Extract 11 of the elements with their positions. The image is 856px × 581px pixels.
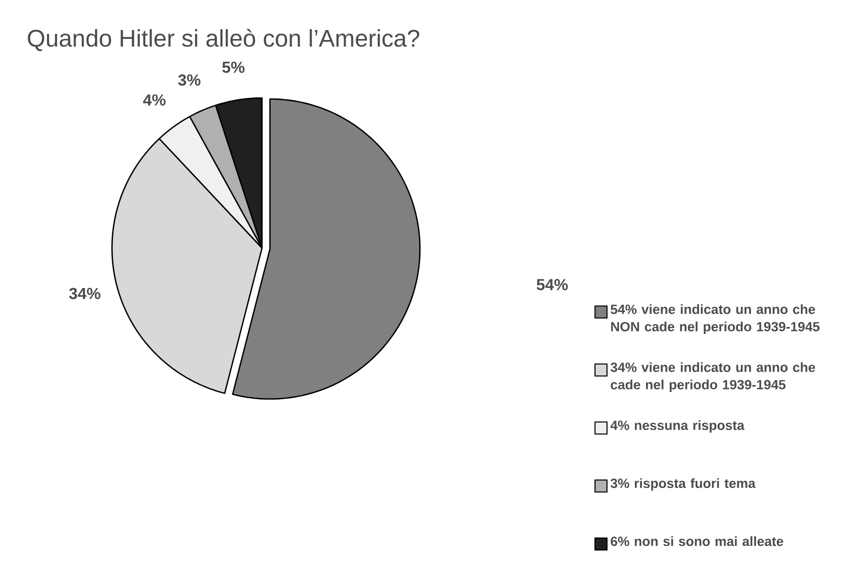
- legend-label: 6% non si sono mai alleate: [610, 536, 784, 546]
- chart-title: Quando Hitler si alleò con l’America?: [28, 28, 420, 52]
- data-label: 5%: [222, 62, 245, 73]
- legend-label: 3% risposta fuori tema: [610, 478, 756, 491]
- data-label: 54%: [536, 279, 568, 290]
- legend-label: 4% nessuna risposta: [610, 420, 744, 433]
- legend-label: 54% viene indicato un anno che NON cade nel periodo 1939-1945: [610, 304, 820, 334]
- data-label: 4%: [143, 94, 166, 106]
- legend-label: 34% viene indicato un anno che cade nel periodo 1939-1945: [610, 362, 816, 392]
- data-label: 34%: [69, 288, 100, 300]
- data-label: 3%: [178, 74, 200, 86]
